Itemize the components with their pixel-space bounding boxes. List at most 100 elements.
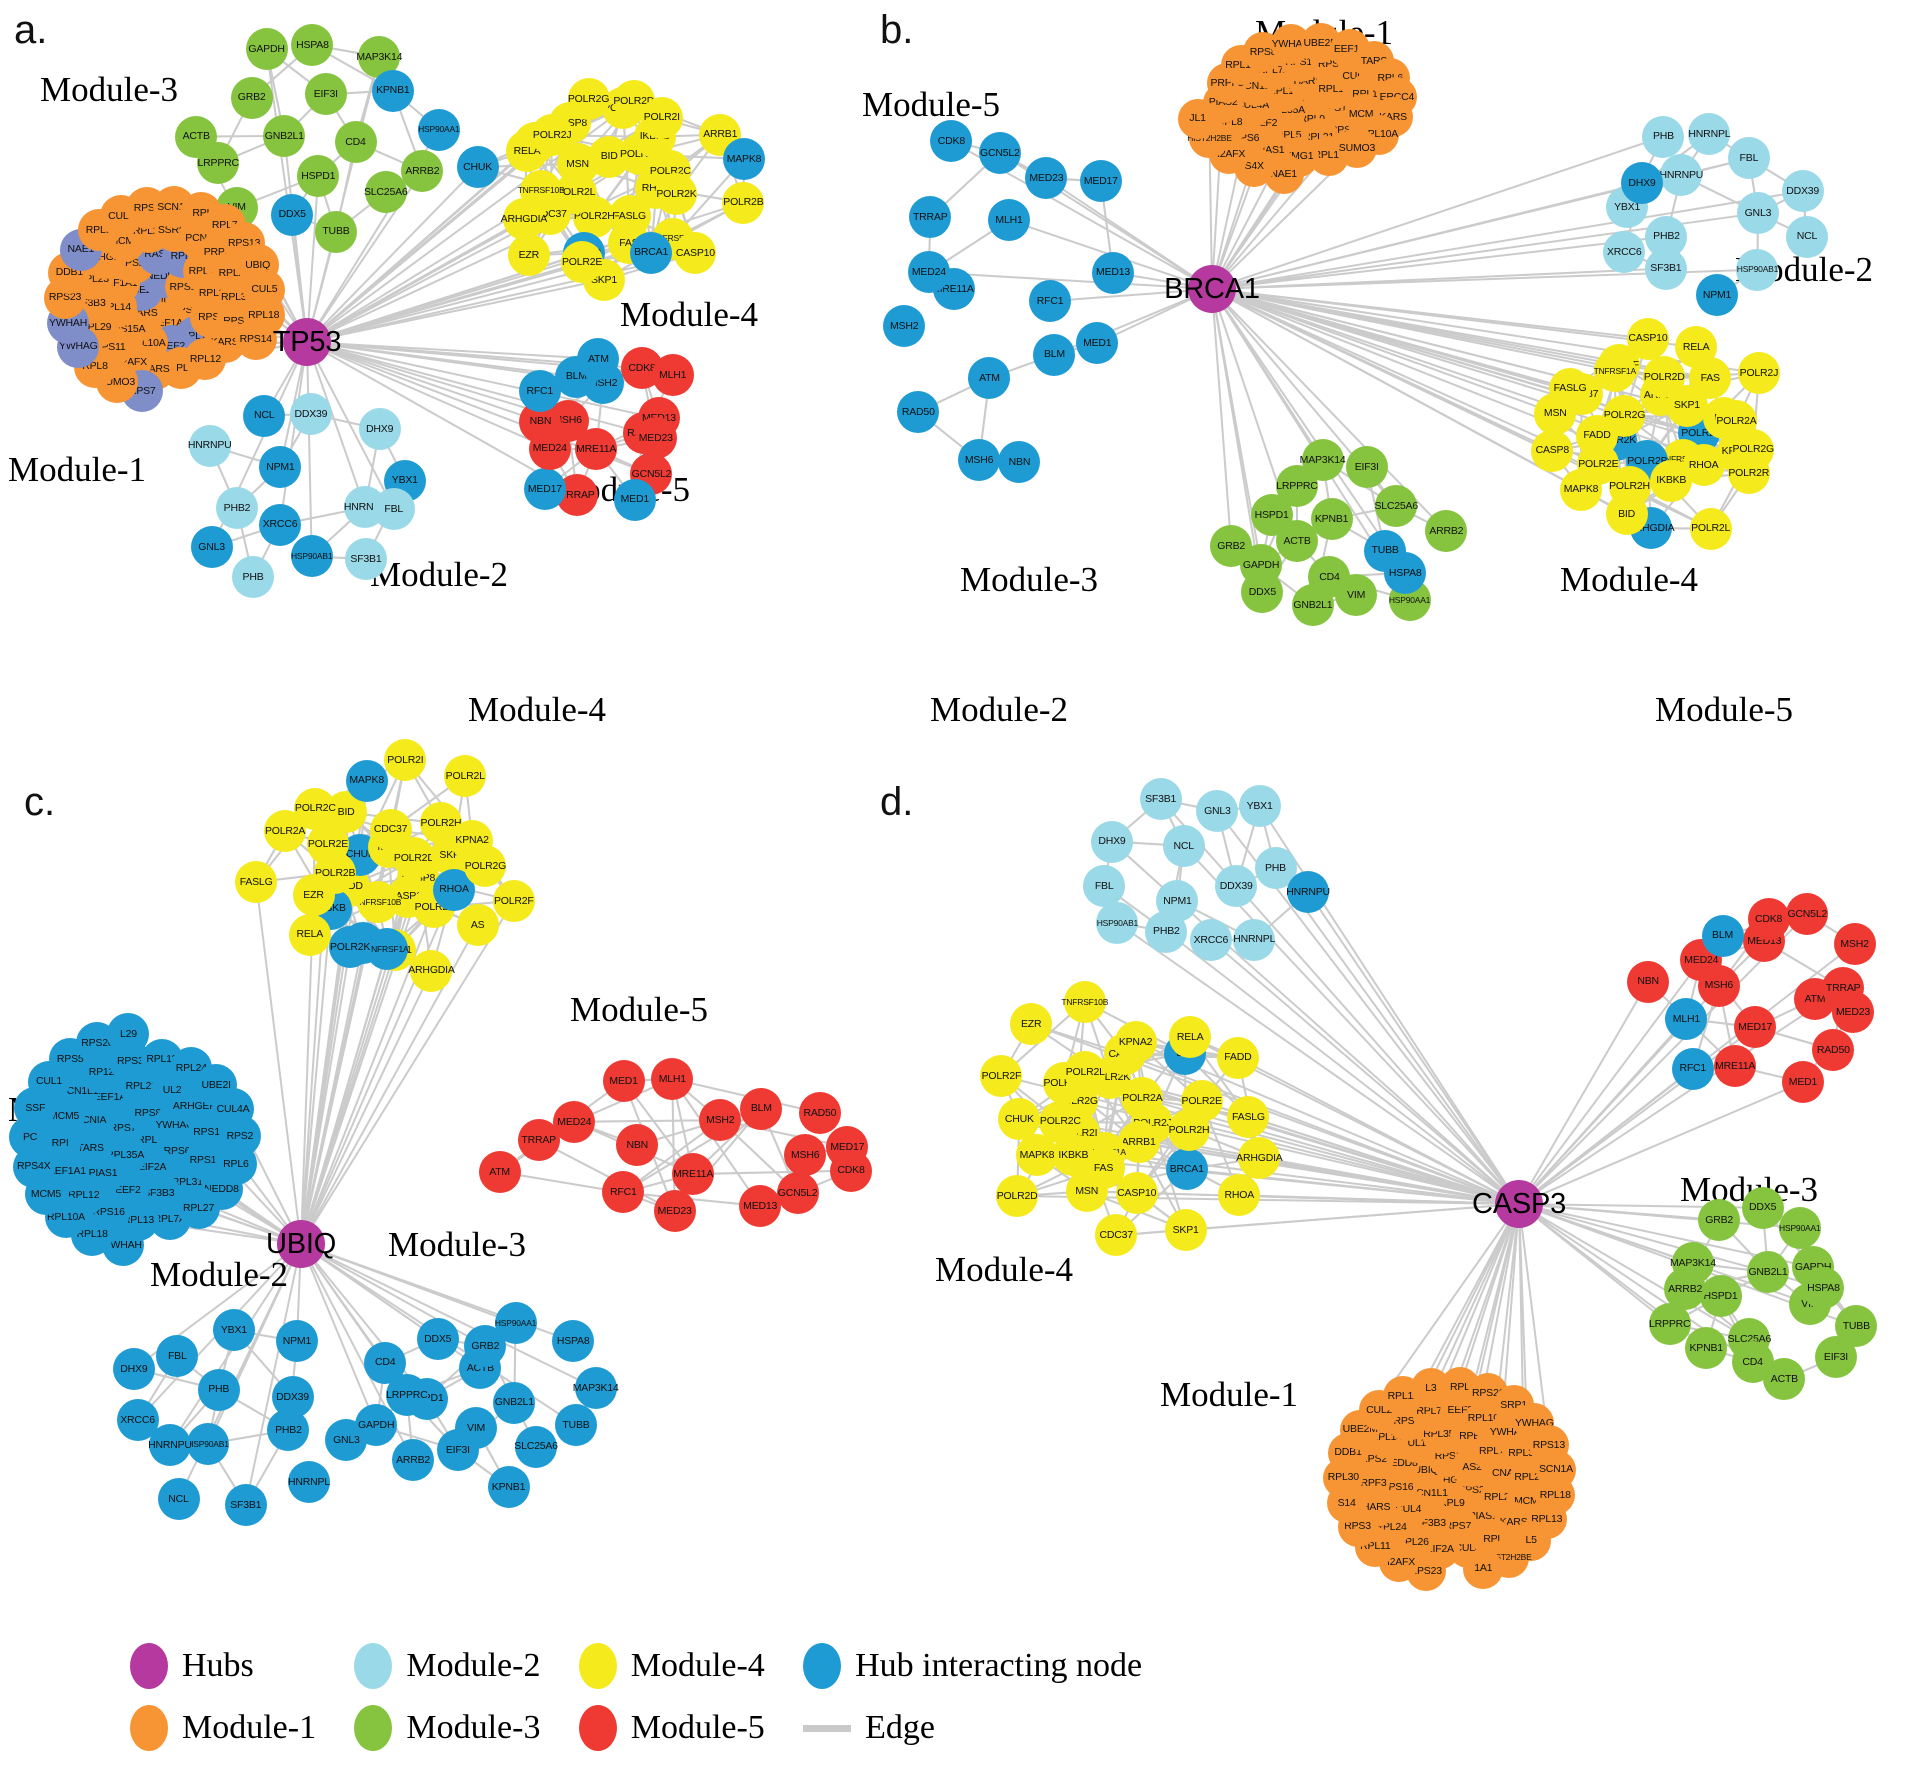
c-m5-mre11a[interactable]: MRE11A (672, 1153, 715, 1196)
b-m4-polr2j[interactable]: POLR2J (1737, 352, 1780, 395)
b-m3-arrb2[interactable]: ARRB2 (1425, 510, 1468, 553)
c-m5-blm[interactable]: BLM (740, 1087, 783, 1130)
hub-node-brca1[interactable]: BRCA1 (1164, 265, 1260, 313)
c-m5-msh2[interactable]: MSH2 (699, 1099, 742, 1142)
b-m4-bid[interactable]: BID (1605, 492, 1648, 535)
c-m5-med1[interactable]: MED1 (602, 1059, 645, 1102)
a-m4-arhgdia[interactable]: ARHGDIA (501, 198, 547, 241)
c-m4-arhgdia[interactable]: ARHGDIA (408, 949, 455, 992)
b-m3-hspa8[interactable]: HSPA8 (1384, 551, 1427, 594)
c-m2-npm1[interactable]: NPM1 (275, 1320, 318, 1363)
c-m5-rad50[interactable]: RAD50 (798, 1091, 841, 1134)
b-m2-npm1[interactable]: NPM1 (1696, 274, 1739, 317)
b-m5-med1[interactable]: MED1 (1076, 322, 1119, 365)
d-m2-hnrnpu[interactable]: HNRNPU (1286, 870, 1330, 913)
c-m4-faslg[interactable]: FASLG (235, 861, 278, 904)
c-m5-nbn[interactable]: NBN (616, 1124, 659, 1167)
a-m2-xrcc6[interactable]: XRCC6 (259, 503, 302, 546)
d-m5-msh2[interactable]: MSH2 (1833, 922, 1876, 965)
a-m5-atm[interactable]: ATM (577, 337, 620, 380)
b-m5-rad50[interactable]: RAD50 (897, 390, 940, 433)
a-m4-casp10[interactable]: CASP10 (674, 232, 717, 275)
d-m2-ncl[interactable]: NCL (1162, 824, 1205, 867)
b-m5-gcn5l2[interactable]: GCN5L2 (978, 131, 1021, 174)
a-m5-med1[interactable]: MED1 (613, 478, 656, 521)
c-m5-msh6[interactable]: MSH6 (784, 1134, 827, 1177)
c-m5-mlh1[interactable]: MLH1 (651, 1058, 694, 1101)
a-m4-polr2b[interactable]: POLR2B (722, 181, 765, 224)
b-m5-cdk8[interactable]: CDK8 (930, 120, 973, 163)
a-m3-gnb2l1[interactable]: GNB2L1 (263, 114, 306, 157)
b-m3-gnb2l1[interactable]: GNB2L1 (1291, 584, 1334, 627)
a-m3-hspd1[interactable]: HSPD1 (297, 154, 340, 197)
d-m2-hnrnpl[interactable]: HNRNPL (1233, 918, 1275, 961)
d-m2-sf3b1[interactable]: SF3B1 (1139, 778, 1182, 821)
a-m2-phb2[interactable]: PHB2 (216, 486, 258, 529)
b-m2-xrcc6[interactable]: XRCC6 (1603, 231, 1646, 274)
d-m2-fbl[interactable]: FBL (1083, 864, 1126, 907)
b-m2-ncl[interactable]: NCL (1786, 215, 1828, 258)
b-m2-hnrnpl[interactable]: HNRNPL (1688, 112, 1731, 155)
c-m4-rela[interactable]: RELA (288, 913, 331, 956)
b-m5-mlh1[interactable]: MLH1 (988, 199, 1031, 242)
c-m3-hspa8[interactable]: HSPA8 (552, 1320, 595, 1363)
b-m4-tnfrsf1a[interactable]: TNFRSF1A (1594, 349, 1636, 392)
d-m2-dhx9[interactable]: DHX9 (1090, 820, 1133, 863)
d-m2-ybx1[interactable]: YBX1 (1238, 784, 1281, 827)
c-m2-hnrnpl[interactable]: HNRNPL (287, 1460, 330, 1503)
a-m2-npm1[interactable]: NPM1 (259, 445, 302, 488)
c-m3-map3k14[interactable]: MAP3K14 (573, 1367, 619, 1410)
hub-node-ubiq[interactable]: UBIQ (266, 1220, 336, 1268)
b-m2-gnl3[interactable]: GNL3 (1736, 192, 1779, 235)
b-m5-blm[interactable]: BLM (1033, 333, 1076, 376)
c-m3-kpnb1[interactable]: KPNB1 (487, 1465, 530, 1508)
a-m3-arrb2[interactable]: ARRB2 (401, 150, 444, 193)
b-m2-dhx9[interactable]: DHX9 (1620, 162, 1663, 205)
c-m4-mapk8[interactable]: MAPK8 (345, 759, 388, 802)
c-m2-hsp90ab1[interactable]: HSP90AB1 (187, 1422, 230, 1465)
c-m4-polr2c[interactable]: POLR2C (294, 787, 337, 830)
c-m4-polr2l[interactable]: POLR2L (444, 755, 487, 798)
a-m3-slc25a6[interactable]: SLC25A6 (364, 171, 408, 214)
b-m3-grb2[interactable]: GRB2 (1210, 525, 1253, 567)
d-m3-cd4[interactable]: CD4 (1731, 1340, 1774, 1383)
d-m4-brca1[interactable]: BRCA1 (1165, 1148, 1208, 1191)
c-m2-phb[interactable]: PHB (197, 1368, 240, 1411)
d-m5-med1[interactable]: MED1 (1781, 1061, 1824, 1104)
d-m2-gnl3[interactable]: GNL3 (1196, 790, 1239, 833)
a-m3-hsp90aa1[interactable]: HSP90AA1 (417, 108, 460, 151)
a-m3-kpnb1[interactable]: KPNB1 (371, 69, 414, 112)
c-m3-tubb[interactable]: TUBB (554, 1404, 597, 1447)
d-m4-skp1[interactable]: SKP1 (1164, 1208, 1207, 1251)
d-m5-mre11a[interactable]: MRE11A (1714, 1045, 1757, 1088)
b-m2-hsp90ab1[interactable]: HSP90AB1 (1736, 248, 1779, 291)
c-m2-dhx9[interactable]: DHX9 (112, 1347, 155, 1390)
c-m3-cd4[interactable]: CD4 (364, 1341, 407, 1384)
b-m4-ikbkb[interactable]: IKBKB (1650, 459, 1693, 502)
a-m4-polr2i[interactable]: POLR2I (640, 96, 683, 139)
b-m4-casp10[interactable]: CASP10 (1626, 317, 1669, 360)
b-m1-sumo3[interactable]: SUMO3 (1336, 127, 1377, 168)
d-m3-gnb2l1[interactable]: GNB2L1 (1747, 1251, 1789, 1294)
b-m5-msh6[interactable]: MSH6 (958, 439, 1001, 482)
a-m3-hspa8[interactable]: HSPA8 (291, 23, 334, 66)
c-m4-ezr[interactable]: EZR (292, 873, 335, 916)
d-m4-tnfrsf10b[interactable]: TNFRSF10B (1061, 980, 1108, 1023)
d-m3-hsp90aa1[interactable]: HSP90AA1 (1778, 1207, 1821, 1250)
d-m4-polr2f[interactable]: POLR2F (980, 1054, 1023, 1097)
a-m4-mapk8[interactable]: MAPK8 (723, 137, 765, 180)
d-m4-ezr[interactable]: EZR (1010, 1002, 1053, 1045)
b-m5-atm[interactable]: ATM (968, 357, 1011, 400)
c-m3-ddx5[interactable]: DDX5 (416, 1317, 459, 1360)
c-m1-rpl27[interactable]: RPL27 (177, 1187, 220, 1230)
d-m4-rhoa[interactable]: RHOA (1218, 1174, 1261, 1217)
b-m4-faslg[interactable]: FASLG (1549, 367, 1592, 410)
hub-node-casp3[interactable]: CASP3 (1472, 1180, 1566, 1228)
c-m5-atm[interactable]: ATM (478, 1150, 521, 1193)
d-m4-fadd[interactable]: FADD (1216, 1036, 1259, 1079)
c-m2-ncl[interactable]: NCL (157, 1477, 200, 1520)
d-m4-kpna2[interactable]: KPNA2 (1114, 1020, 1157, 1063)
d-m5-cdk8[interactable]: CDK8 (1747, 898, 1790, 941)
b-m2-phb[interactable]: PHB (1642, 115, 1685, 158)
c-m2-sf3b1[interactable]: SF3B1 (224, 1483, 267, 1526)
